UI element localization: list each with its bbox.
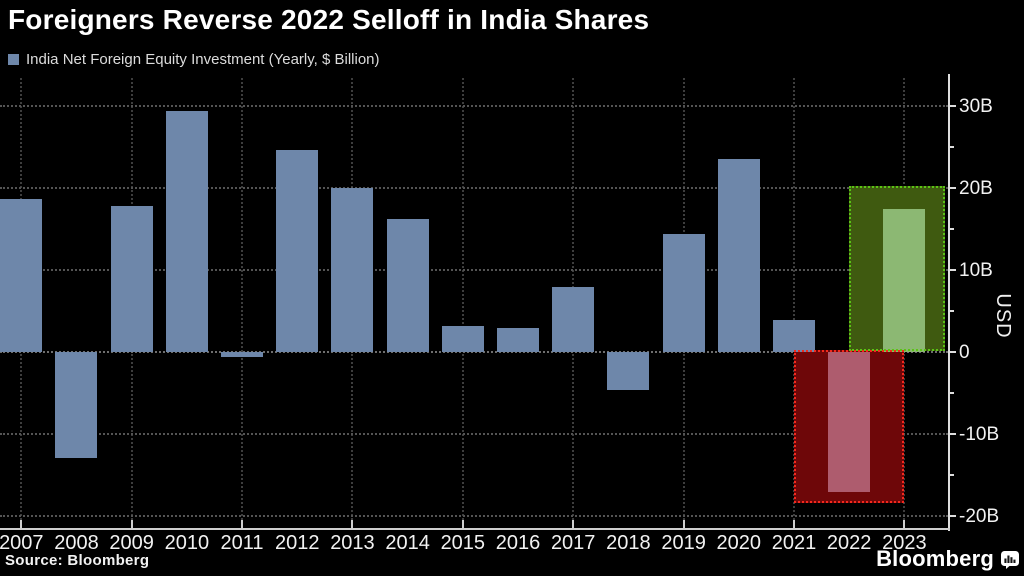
horizontal-gridline-0 <box>0 351 948 353</box>
x-axis-label-2014: 2014 <box>385 532 430 554</box>
x-axis-tick-2009 <box>130 520 133 528</box>
x-axis-tick-2021 <box>792 520 795 528</box>
x-axis-label-2013: 2013 <box>330 532 375 554</box>
y-axis-line <box>948 74 950 531</box>
reversal-2023-highlight-box-border <box>849 186 945 352</box>
bar-2015 <box>441 325 484 352</box>
horizontal-gridline-30B <box>0 105 948 107</box>
selloff-2022-highlight-box-border <box>793 350 905 503</box>
horizontal-gridline--20B <box>0 515 948 517</box>
bar-2023 <box>883 209 926 352</box>
x-axis-label-2018: 2018 <box>606 532 651 554</box>
x-axis-label-2015: 2015 <box>440 532 486 554</box>
x-axis-tick-2013 <box>351 520 354 528</box>
x-axis-label-2021: 2021 <box>771 532 817 554</box>
bar-2019 <box>662 233 705 352</box>
bloomberg-logo-text: Bloomberg <box>876 546 994 571</box>
bar-2011 <box>221 352 264 357</box>
y-axis-minor-tick-5 <box>948 310 954 312</box>
horizontal-gridline--10B <box>0 433 948 435</box>
bar-2013 <box>331 188 374 352</box>
horizontal-gridline-20B <box>0 187 948 189</box>
y-axis-tick-20B <box>948 187 956 189</box>
vertical-gridline-2021 <box>792 78 795 528</box>
bloomberg-logo: Bloomberg <box>876 546 1020 572</box>
vertical-gridline-2015 <box>461 78 464 528</box>
x-axis-label-2020: 2020 <box>716 532 762 554</box>
y-axis-label-10B: 10B <box>959 260 993 281</box>
bar-2014 <box>386 219 429 352</box>
x-axis-label-2022: 2022 <box>826 532 872 554</box>
x-axis-label-2007: 2007 <box>0 532 44 554</box>
y-axis-tick--10B <box>948 433 956 435</box>
y-axis-tick-30B <box>948 105 956 107</box>
bar-2022 <box>828 352 871 493</box>
x-axis-tick-2007 <box>20 520 23 528</box>
y-axis-unit-label: USD <box>992 293 1014 339</box>
x-axis-tick-2019 <box>682 520 685 528</box>
y-axis-label--10B: -10B <box>959 424 1000 445</box>
x-axis-label-2016: 2016 <box>495 532 541 554</box>
x-axis-label-2009: 2009 <box>109 532 154 554</box>
bar-2009 <box>110 206 153 352</box>
x-axis-label-2008: 2008 <box>54 532 99 554</box>
y-axis-minor-tick--15 <box>948 474 954 476</box>
legend-swatch <box>8 54 19 65</box>
x-axis-tick-2011 <box>241 520 244 528</box>
chart-title: Foreigners Reverse 2022 Selloff in India… <box>8 4 650 35</box>
y-axis-label--20B: -20B <box>959 506 1000 527</box>
bar-2021 <box>772 320 815 352</box>
bar-2007 <box>0 199 43 352</box>
x-axis-tick-2017 <box>572 520 575 528</box>
y-axis-tick--20B <box>948 515 956 517</box>
legend-label: India Net Foreign Equity Investment (Yea… <box>26 51 380 68</box>
y-axis-label-20B: 20B <box>959 178 993 199</box>
x-axis-tick-2023 <box>903 520 906 528</box>
y-axis-minor-tick-25 <box>948 146 954 148</box>
y-axis-label-0: 0 <box>959 342 970 363</box>
y-axis-minor-tick-15 <box>948 228 954 230</box>
x-axis-label-2010: 2010 <box>164 532 210 554</box>
horizontal-gridline-10B <box>0 269 948 271</box>
y-axis-minor-tick--5 <box>948 392 954 394</box>
x-axis-tick-2015 <box>461 520 464 528</box>
bar-2017 <box>552 287 595 352</box>
x-axis-label-2017: 2017 <box>550 532 596 554</box>
y-axis-tick-10B <box>948 269 956 271</box>
bar-2010 <box>165 110 208 352</box>
x-axis-label-2011: 2011 <box>220 532 264 554</box>
vertical-gridline-2011 <box>241 78 244 528</box>
y-axis-tick-0 <box>948 351 956 353</box>
source-label: Source: Bloomberg <box>5 552 150 569</box>
bar-2018 <box>607 352 650 390</box>
y-axis-label-30B: 30B <box>959 96 993 117</box>
x-axis-label-2012: 2012 <box>275 532 320 554</box>
bar-2008 <box>55 352 98 458</box>
x-axis-label-2023: 2023 <box>882 532 927 554</box>
bloomberg-chart-bubble-icon <box>1001 550 1019 569</box>
bar-2012 <box>276 150 319 352</box>
x-axis-line <box>0 528 950 530</box>
bar-2016 <box>497 328 539 352</box>
plot-area <box>0 78 948 528</box>
x-axis-label-2019: 2019 <box>661 532 706 554</box>
bar-2020 <box>717 159 760 352</box>
legend: India Net Foreign Equity Investment (Yea… <box>8 51 380 68</box>
